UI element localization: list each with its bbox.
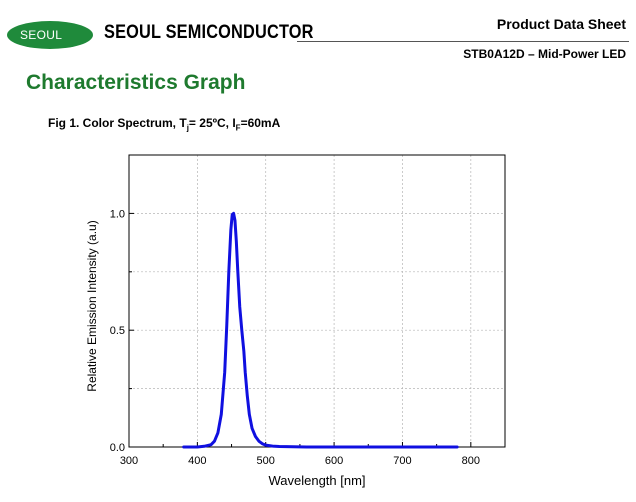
- caption-prefix: Fig 1. Color Spectrum, T: [48, 116, 187, 130]
- y-tick-label: 0.5: [110, 325, 125, 337]
- x-tick-label: 800: [462, 455, 480, 467]
- figure-caption: Fig 1. Color Spectrum, Tj= 25ºC, IF=60mA: [48, 116, 280, 132]
- brand-name: SEOUL SEMICONDUCTOR: [104, 22, 314, 43]
- caption-tj-sub: j: [186, 123, 189, 133]
- x-tick-label: 300: [120, 455, 138, 467]
- caption-if-value: =60mA: [240, 116, 281, 130]
- y-axis-label: Relative Emission Intensity (a.u): [85, 220, 99, 391]
- document-type: Product Data Sheet: [496, 16, 626, 32]
- logo-text: SEOUL: [20, 28, 63, 42]
- x-tick-label: 400: [188, 455, 206, 467]
- x-tick-label: 600: [325, 455, 343, 467]
- part-name: STB0A12D – Mid-Power LED: [463, 47, 626, 61]
- caption-tj-value: = 25ºC, I: [188, 116, 236, 130]
- caption-if-sub: F: [235, 123, 241, 133]
- plot-frame: [128, 154, 506, 448]
- header-rule: [297, 41, 629, 42]
- y-tick-label: 0.0: [110, 442, 125, 454]
- brand-logo: [7, 21, 93, 49]
- x-tick-label: 700: [393, 455, 411, 467]
- section-title: Characteristics Graph: [26, 71, 246, 94]
- x-tick-label: 500: [257, 455, 275, 467]
- x-axis-label: Wavelength [nm]: [268, 473, 365, 488]
- y-tick-label: 1.0: [110, 208, 125, 220]
- spectrum-line: [182, 211, 459, 449]
